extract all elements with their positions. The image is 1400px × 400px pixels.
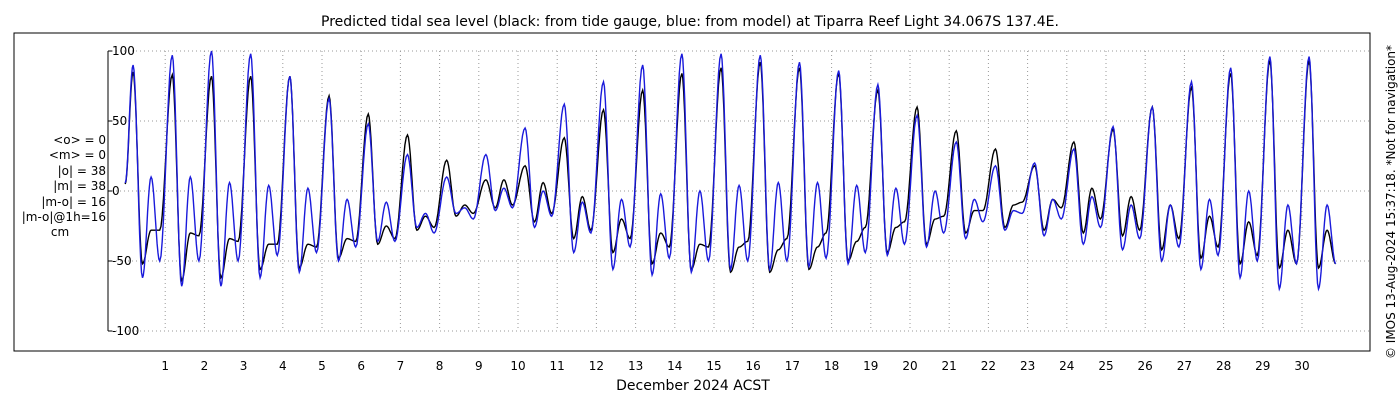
stat-abs-observed: |o| = 38 xyxy=(57,163,106,178)
x-tick-label: 24 xyxy=(1059,359,1074,373)
x-tick-label: 4 xyxy=(279,359,287,373)
x-tick-label: 14 xyxy=(667,359,682,373)
grid-lines xyxy=(108,50,1370,332)
x-tick-label: 17 xyxy=(785,359,800,373)
x-tick-label: 30 xyxy=(1294,359,1309,373)
x-tick-label: 29 xyxy=(1255,359,1270,373)
x-tick-label: 21 xyxy=(942,359,957,373)
x-tick-label: 26 xyxy=(1138,359,1153,373)
series-line-model xyxy=(124,50,1337,292)
y-tick-label: -50 xyxy=(112,254,132,268)
x-tick-label: 22 xyxy=(981,359,996,373)
x-tick-label: 5 xyxy=(318,359,326,373)
series-line-tide-gauge xyxy=(124,60,1337,283)
y-tick-label: 50 xyxy=(112,114,127,128)
y-tick-label: -100 xyxy=(112,324,139,338)
x-tick-label: 6 xyxy=(357,359,365,373)
x-tick-label: 16 xyxy=(746,359,761,373)
y-tick-label: 0 xyxy=(112,184,120,198)
x-tick-label: 10 xyxy=(510,359,525,373)
x-ticks: 1 2 3 4 5 6 7 8 9 10 11 12 13 14 15 16 17 18 19 20 21 22 23 24 2… xyxy=(161,359,1309,373)
y-ticks: -100 -50 0 50 100 xyxy=(108,44,139,338)
stat-mean-observed: <o> = 0 xyxy=(53,133,106,147)
stat-abs-diff: |m-o| = 16 xyxy=(41,194,106,209)
x-tick-label: 13 xyxy=(628,359,643,373)
y-tick-label: 100 xyxy=(112,44,135,58)
stat-abs-model: |m| = 38 xyxy=(53,179,106,194)
x-tick-label: 1 xyxy=(161,359,169,373)
stats-panel: <o> = 0 <m> = 0 |o| = 38 |m| = 38 |m-o| … xyxy=(0,133,106,241)
x-tick-label: 25 xyxy=(1098,359,1113,373)
series-group xyxy=(124,50,1337,292)
x-tick-label: 8 xyxy=(436,359,444,373)
x-tick-label: 23 xyxy=(1020,359,1035,373)
x-tick-label: 28 xyxy=(1216,359,1231,373)
x-tick-label: 18 xyxy=(824,359,839,373)
x-tick-label: 20 xyxy=(902,359,917,373)
x-tick-label: 11 xyxy=(550,359,565,373)
x-tick-label: 12 xyxy=(589,359,604,373)
stat-abs-diff-1h: |m-o|@1h=16 xyxy=(21,210,106,225)
copyright-note: © IMOS 13-Aug-2024 15:37:18. *Not for na… xyxy=(1383,12,1399,392)
x-tick-label: 19 xyxy=(863,359,878,373)
outer-frame xyxy=(13,32,1371,352)
x-axis-label: December 2024 ACST xyxy=(616,378,770,394)
x-tick-label: 2 xyxy=(201,359,209,373)
copyright-text: © IMOS 13-Aug-2024 15:37:18. *Not for na… xyxy=(1384,44,1398,360)
stat-unit: cm xyxy=(50,225,70,240)
stat-mean-model: <m> = 0 xyxy=(48,148,106,163)
x-tick-label: 7 xyxy=(397,359,405,373)
x-tick-label: 27 xyxy=(1177,359,1192,373)
x-tick-label: 3 xyxy=(240,359,248,373)
x-tick-label: 9 xyxy=(475,359,483,373)
x-tick-label: 15 xyxy=(706,359,721,373)
chart-title: Predicted tidal sea level (black: from t… xyxy=(321,14,1059,30)
